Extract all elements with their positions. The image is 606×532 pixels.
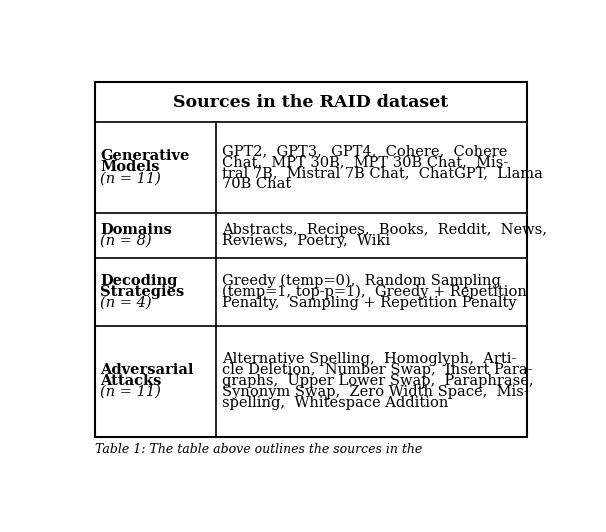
Text: Domains: Domains	[100, 223, 172, 237]
Text: Adversarial: Adversarial	[100, 363, 194, 377]
Text: Attacks: Attacks	[100, 374, 162, 388]
Text: (temp=1, top-p=1),  Greedy + Repetition: (temp=1, top-p=1), Greedy + Repetition	[222, 285, 527, 300]
Text: Models: Models	[100, 160, 159, 174]
Text: (n = 8): (n = 8)	[100, 234, 152, 248]
Text: Reviews,  Poetry,  Wiki: Reviews, Poetry, Wiki	[222, 234, 390, 248]
Text: spelling,  Whitespace Addition: spelling, Whitespace Addition	[222, 396, 448, 410]
Text: Table 1: The table above outlines the sources in the: Table 1: The table above outlines the so…	[95, 443, 422, 456]
Text: (n = 4): (n = 4)	[100, 296, 152, 310]
Text: GPT2,  GPT3,  GPT4,  Cohere,  Cohere: GPT2, GPT3, GPT4, Cohere, Cohere	[222, 144, 507, 158]
Text: Alternative Spelling,  Homoglyph,  Arti-: Alternative Spelling, Homoglyph, Arti-	[222, 352, 516, 367]
Bar	[95, 82, 527, 437]
Text: cle Deletion,  Number Swap,  Insert Para-: cle Deletion, Number Swap, Insert Para-	[222, 363, 533, 377]
Text: 70B Chat: 70B Chat	[222, 177, 291, 191]
Text: Chat,  MPT 30B,  MPT 30B Chat,  Mis-: Chat, MPT 30B, MPT 30B Chat, Mis-	[222, 155, 508, 169]
Text: Strategies: Strategies	[100, 285, 184, 299]
Text: (n = 11): (n = 11)	[100, 171, 161, 185]
Text: Synonym Swap,  Zero Width Space,  Mis-: Synonym Swap, Zero Width Space, Mis-	[222, 385, 529, 399]
Text: Greedy (temp=0),  Random Sampling: Greedy (temp=0), Random Sampling	[222, 274, 501, 288]
Text: tral 7B,  Mistral 7B Chat,  ChatGPT,  Llama: tral 7B, Mistral 7B Chat, ChatGPT, Llama	[222, 166, 543, 180]
Text: graphs,  Upper Lower Swap,  Paraphrase,: graphs, Upper Lower Swap, Paraphrase,	[222, 374, 534, 388]
Text: Decoding: Decoding	[100, 274, 178, 288]
Text: Penalty,  Sampling + Repetition Penalty: Penalty, Sampling + Repetition Penalty	[222, 296, 517, 310]
Text: Sources in the RAID dataset: Sources in the RAID dataset	[173, 94, 448, 111]
Text: (n = 11): (n = 11)	[100, 385, 161, 399]
Text: Abstracts,  Recipes,  Books,  Reddit,  News,: Abstracts, Recipes, Books, Reddit, News,	[222, 223, 547, 237]
Text: Generative: Generative	[100, 149, 190, 163]
